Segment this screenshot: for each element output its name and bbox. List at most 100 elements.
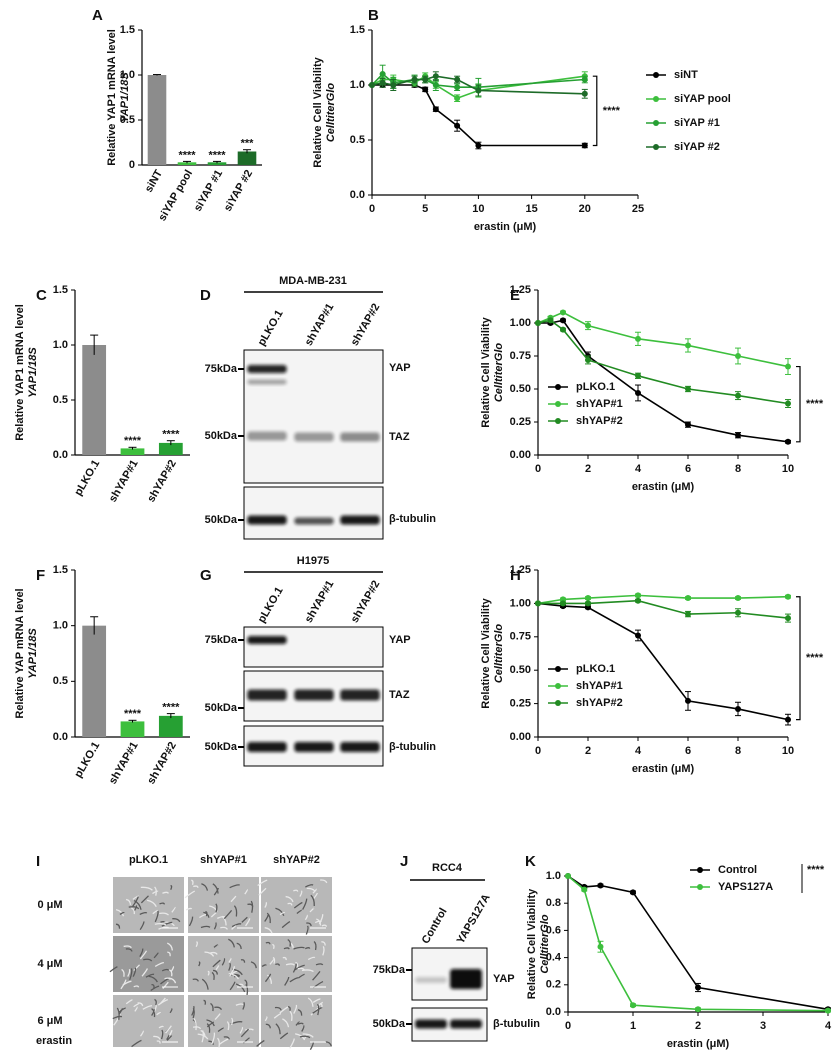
cell [310, 894, 315, 907]
legend-label: siYAP pool [674, 93, 731, 105]
cell [264, 901, 268, 908]
cell [233, 905, 238, 917]
x-tick-label: shYAP#2 [145, 458, 179, 504]
x-tick-label: 2 [585, 745, 591, 757]
marker-label: 50kDa [205, 702, 238, 714]
cell [154, 910, 159, 923]
cell [185, 907, 193, 911]
data-point [630, 1002, 636, 1009]
cell [161, 968, 170, 972]
cell [125, 948, 133, 952]
cell [132, 896, 139, 907]
protein-label: β-tubulin [389, 513, 436, 525]
lane-label: Control [420, 906, 450, 946]
x-axis-label: erastin (μM) [632, 763, 695, 775]
y-tick-label: 0.75 [510, 350, 531, 362]
significance-label: **** [124, 708, 142, 720]
y-tick-label: 1.5 [350, 24, 365, 36]
cell [223, 909, 233, 920]
treatment-label: erastin [36, 1035, 72, 1047]
blot-band [340, 432, 380, 442]
data-point [454, 76, 461, 83]
x-tick-label: shYAP#2 [145, 740, 179, 786]
data-point [581, 90, 588, 97]
cell [131, 907, 136, 915]
cell [211, 971, 215, 981]
cell [115, 908, 125, 917]
cell [128, 906, 140, 910]
x-tick-label: 4 [825, 1020, 832, 1032]
legend-label: shYAP#2 [576, 415, 623, 427]
cell [184, 890, 196, 899]
cell [125, 898, 132, 905]
row-label: 0 μM [37, 899, 62, 911]
blot-band [415, 977, 447, 983]
data-point [635, 597, 641, 604]
y-tick-label: 0.00 [510, 449, 531, 461]
lane-label: shYAP#1 [303, 579, 337, 625]
data-point [565, 873, 571, 879]
cell [256, 1039, 265, 1047]
cell [139, 921, 145, 931]
y-tick-label: 0.5 [53, 394, 68, 406]
legend-marker [555, 666, 561, 672]
significance-label: *** [241, 138, 255, 150]
significance-bracket [796, 365, 801, 443]
x-tick-label: siNT [143, 168, 165, 195]
cell [120, 979, 127, 990]
cell [151, 1008, 156, 1018]
data-point [560, 309, 566, 316]
cell [152, 890, 159, 895]
y-axis-label: CelltiterGlo [493, 624, 505, 684]
cell [133, 985, 140, 988]
cell [199, 914, 207, 919]
cell [214, 1013, 221, 1021]
blot-band [247, 431, 287, 441]
cell [241, 916, 248, 923]
cell [156, 1040, 161, 1044]
cell [154, 961, 164, 968]
cell [319, 1003, 323, 1008]
data-point [432, 73, 439, 80]
lane-label: shYAP#2 [349, 579, 383, 625]
cell [279, 911, 286, 916]
cell [226, 1021, 230, 1031]
cell [321, 941, 326, 946]
cell [265, 1023, 271, 1029]
cell [154, 886, 157, 896]
cell [231, 923, 242, 928]
cell [192, 978, 199, 982]
cell [210, 1002, 214, 1012]
y-tick-label: 1.00 [510, 317, 531, 329]
cell [161, 921, 173, 927]
data-point [581, 886, 588, 893]
legend-label: pLKO.1 [576, 381, 615, 393]
y-tick-label: 0.6 [546, 924, 561, 936]
cell [150, 985, 160, 992]
panel-letter: A [92, 7, 103, 24]
cell [217, 1027, 224, 1033]
cell [295, 961, 299, 968]
data-point [785, 716, 791, 723]
cell [203, 999, 207, 1005]
data-point [535, 320, 541, 326]
significance-label: **** [162, 429, 180, 441]
cell [244, 888, 248, 895]
data-point [454, 95, 461, 102]
legend-marker [653, 96, 659, 102]
cell [145, 973, 155, 978]
data-point [422, 76, 429, 83]
cell [313, 941, 317, 951]
data-point [735, 609, 741, 616]
panel-letter: F [36, 567, 45, 584]
cell [188, 916, 194, 927]
cell [170, 965, 175, 972]
data-point [685, 611, 691, 618]
cell [191, 879, 194, 886]
legend-marker [555, 401, 561, 407]
cell [193, 1018, 197, 1031]
cell [210, 951, 218, 955]
cell [140, 895, 149, 904]
cell [137, 1002, 144, 1007]
cell [139, 948, 144, 958]
